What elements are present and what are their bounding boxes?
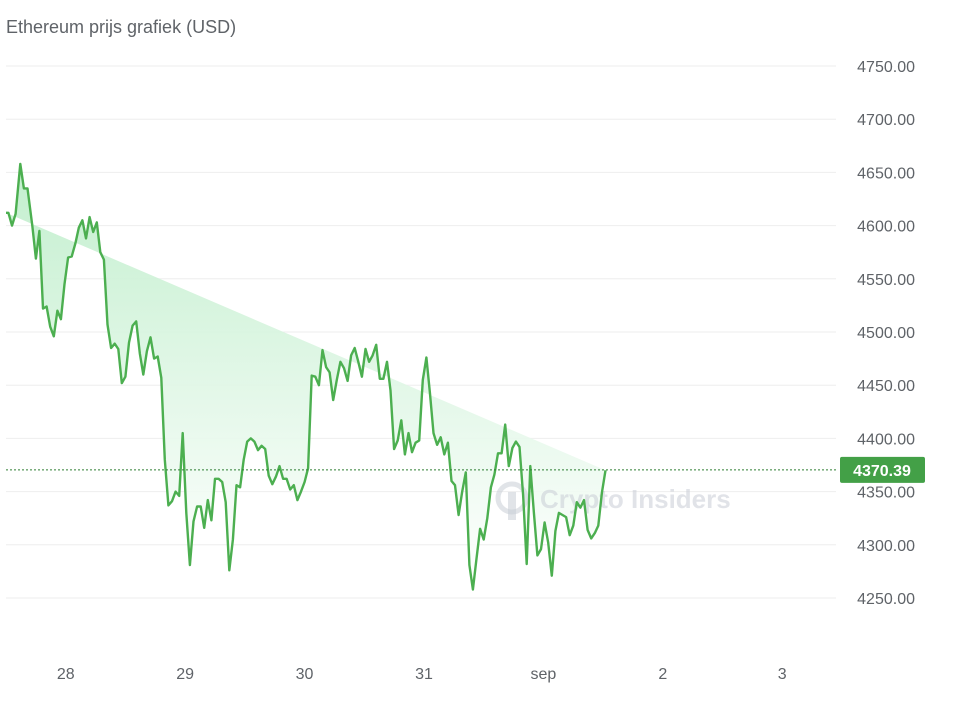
y-tick-label: 4750.00 — [857, 59, 915, 76]
y-tick-label: 4250.00 — [857, 591, 915, 608]
x-tick-label: 28 — [57, 666, 75, 683]
x-tick-label: 2 — [658, 666, 667, 683]
watermark: Crypto Insiders — [495, 481, 731, 520]
y-tick-label: 4550.00 — [857, 272, 915, 289]
y-tick-label: 4500.00 — [857, 325, 915, 342]
y-tick-label: 4450.00 — [857, 378, 915, 395]
current-price-badge — [840, 456, 925, 483]
y-tick-label: 4350.00 — [857, 485, 915, 502]
y-tick-label: 4600.00 — [857, 219, 915, 236]
x-tick-label: 30 — [296, 666, 314, 683]
y-tick-label: 4400.00 — [857, 431, 915, 448]
x-tick-label: 31 — [415, 666, 433, 683]
x-tick-label: 3 — [778, 666, 787, 683]
price-area — [6, 163, 606, 590]
y-tick-label: 4300.00 — [857, 538, 915, 555]
y-tick-label: 4700.00 — [857, 112, 915, 129]
x-tick-label: sep — [531, 666, 557, 683]
chart-title: Ethereum prijs grafiek (USD) — [6, 17, 237, 37]
x-tick-label: 29 — [176, 666, 194, 683]
price-line — [6, 162, 607, 591]
watermark-text: Crypto Insiders — [540, 484, 731, 514]
current-price-label: 4370.39 — [853, 463, 911, 480]
y-tick-label: 4650.00 — [857, 165, 915, 182]
